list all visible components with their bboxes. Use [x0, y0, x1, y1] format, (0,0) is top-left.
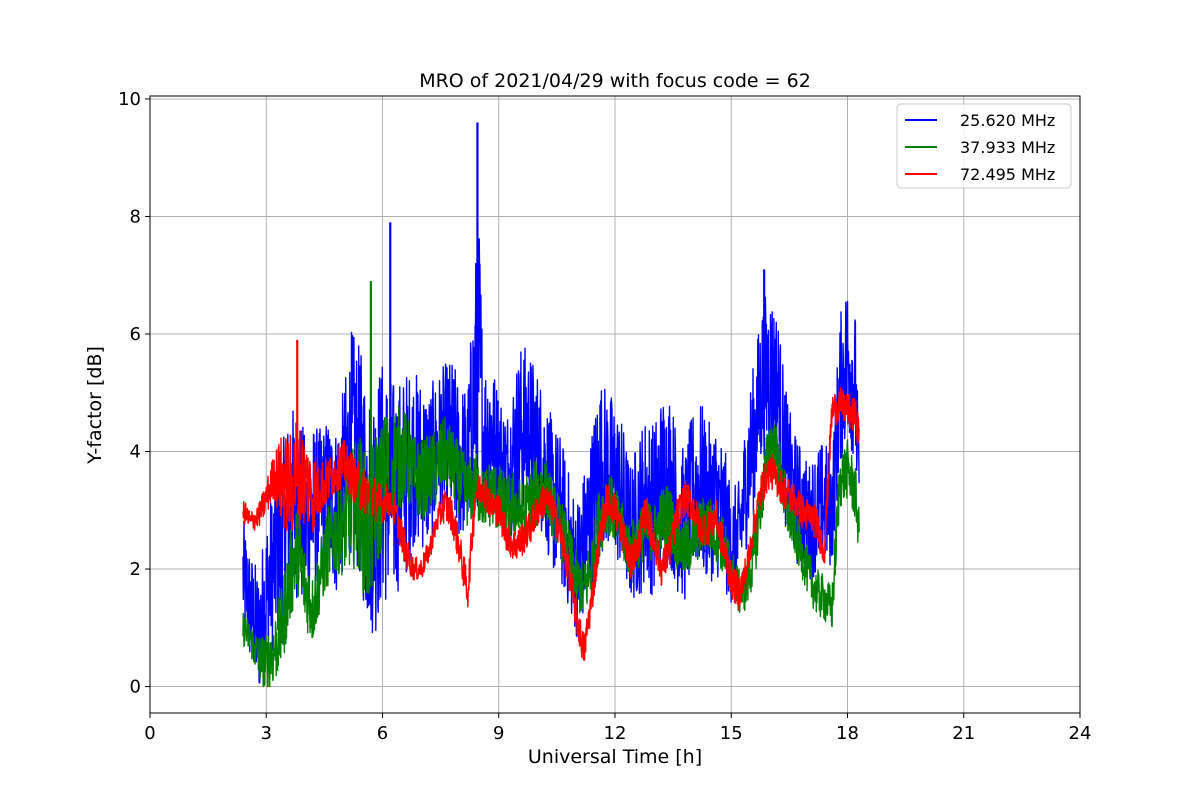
y-tick-label: 2	[130, 559, 141, 580]
x-axis-label: Universal Time [h]	[528, 746, 702, 768]
y-tick-label: 10	[118, 89, 141, 110]
x-tick-label: 6	[377, 723, 388, 744]
chart-title: MRO of 2021/04/29 with focus code = 62	[419, 70, 811, 92]
x-tick-label: 21	[952, 723, 975, 744]
x-axis-ticks: 0 3 6 9 12 15 18 21 24	[144, 713, 1091, 744]
x-tick-label: 9	[493, 723, 504, 744]
y-tick-label: 4	[130, 442, 141, 463]
y-tick-label: 8	[130, 206, 141, 227]
x-tick-label: 12	[604, 723, 627, 744]
legend-label: 37.933 MHz	[960, 138, 1055, 157]
x-tick-label: 0	[144, 723, 155, 744]
series-line-1	[242, 235, 860, 685]
y-tick-label: 6	[130, 324, 141, 345]
x-tick-label: 18	[836, 723, 859, 744]
legend-label: 25.620 MHz	[960, 111, 1055, 130]
legend-box	[896, 103, 1072, 189]
grid-lines	[149, 96, 1081, 713]
y-axis-ticks: 0 2 4 6 8 10	[118, 89, 150, 698]
x-tick-label: 15	[720, 723, 743, 744]
y-axis-label: Y-factor [dB]	[84, 346, 106, 465]
x-tick-label: 3	[261, 723, 272, 744]
plot-area	[242, 122, 860, 688]
series-line-3	[242, 387, 860, 661]
x-tick-label: 24	[1069, 723, 1092, 744]
legend: 25.620 MHz 37.933 MHz 72.495 MHz	[896, 103, 1072, 189]
y-tick-label: 0	[130, 677, 141, 698]
legend-label: 72.495 MHz	[960, 165, 1055, 184]
